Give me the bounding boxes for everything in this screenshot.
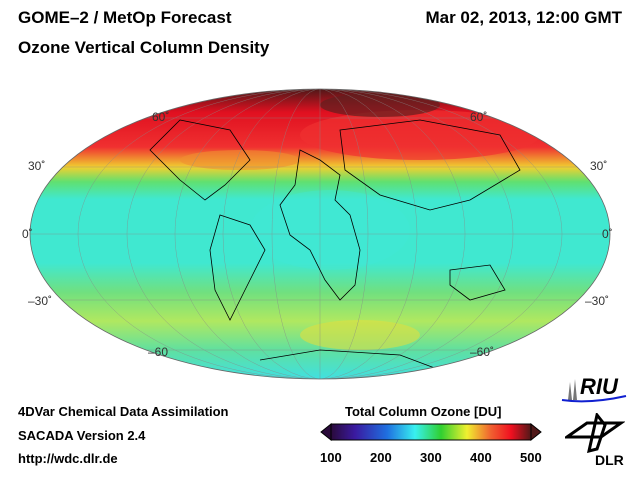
lat-label-left-30s: –30˚ xyxy=(28,294,53,308)
lat-label-right-30s: –30˚ xyxy=(585,294,610,308)
product-title: GOME–2 / MetOp Forecast xyxy=(18,8,232,27)
riu-logo: RIU xyxy=(560,374,630,404)
dlr-logo-icon xyxy=(565,413,625,453)
colorbar-low-arrow xyxy=(320,422,332,442)
forecast-datetime: Mar 02, 2013, 12:00 GMT xyxy=(425,8,622,27)
colorbar-tick-100: 100 xyxy=(320,450,342,465)
colorbar-tick-300: 300 xyxy=(420,450,442,465)
lat-label-left-60n: 60˚ xyxy=(152,110,170,124)
colorbar-title: Total Column Ozone [DU] xyxy=(345,404,502,419)
colorbar-high-arrow xyxy=(530,422,542,442)
lat-label-right-30n: 30˚ xyxy=(590,159,608,173)
dlr-logo-text: DLR xyxy=(595,452,624,468)
colorbar xyxy=(320,422,542,442)
coastlines xyxy=(149,119,521,371)
lat-label-right-60n: 60˚ xyxy=(470,110,488,124)
footer-line-version: SACADA Version 2.4 xyxy=(18,428,146,443)
lat-label-left-0: 0˚ xyxy=(22,227,33,241)
colorbar-tick-200: 200 xyxy=(370,450,392,465)
footer-line-assimilation: 4DVar Chemical Data Assimilation xyxy=(18,404,229,419)
lat-label-left-60s: –60 xyxy=(148,345,169,359)
map-border xyxy=(29,88,611,380)
colorbar-gradient xyxy=(330,423,532,441)
lat-label-right-60s: –60˚ xyxy=(470,345,495,359)
colorbar-tick-500: 500 xyxy=(520,450,542,465)
riu-logo-text: RIU xyxy=(580,374,618,399)
cathedral-icon xyxy=(561,379,627,403)
lat-label-right-0: 0˚ xyxy=(602,227,613,241)
lat-label-left-30n: 30˚ xyxy=(28,159,46,173)
colorbar-tick-400: 400 xyxy=(470,450,492,465)
quantity-title: Ozone Vertical Column Density xyxy=(18,38,270,57)
footer-link[interactable]: http://wdc.dlr.de xyxy=(18,451,118,466)
